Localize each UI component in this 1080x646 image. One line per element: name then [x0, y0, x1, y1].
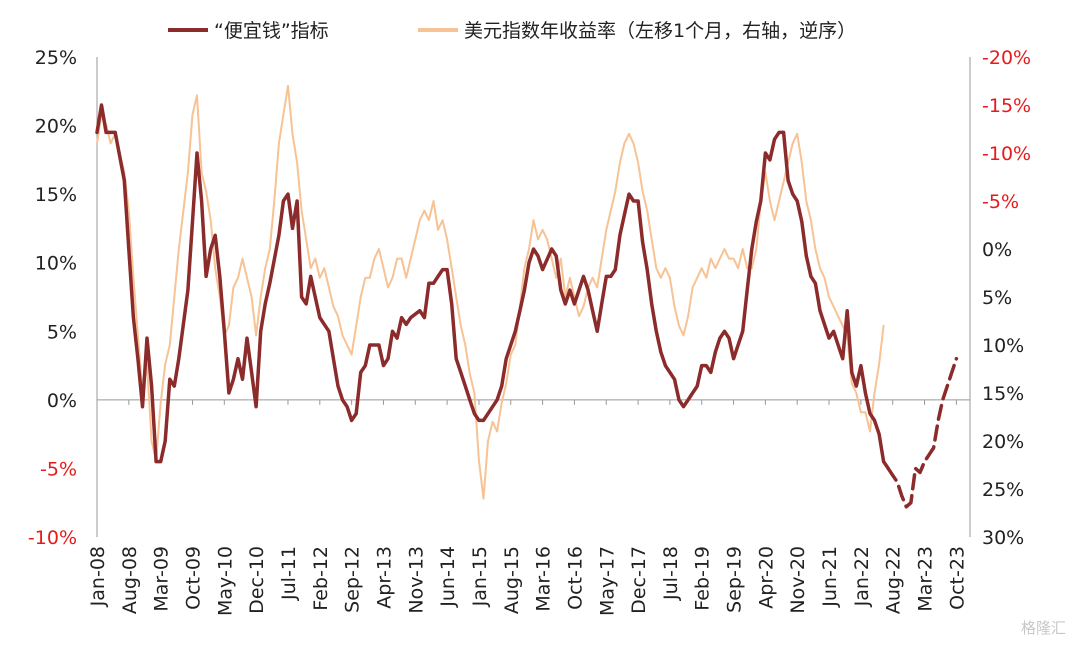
- legend-label: 美元指数年收益率（左移1个月，右轴，逆序）: [464, 20, 856, 42]
- x-tick-label: Mar-09: [151, 546, 173, 612]
- x-tick-label: Aug-08: [119, 546, 141, 614]
- cheap-money-forecast-line: [886, 356, 959, 509]
- y-right-tick-label: 5%: [982, 287, 1012, 309]
- x-tick-label: Jan-15: [469, 546, 491, 607]
- x-tick-label: May-10: [214, 546, 236, 616]
- x-tick-label: Aug-15: [501, 546, 523, 614]
- y-left-tick-label: 15%: [35, 184, 77, 206]
- y-right-tick-label: 30%: [982, 527, 1024, 549]
- x-tick-label: Oct-16: [564, 546, 586, 610]
- y-left-tick-label: -10%: [28, 527, 77, 549]
- x-tick-label: Oct-23: [946, 546, 968, 610]
- x-tick-label: Jan-22: [851, 546, 873, 607]
- x-tick-label: Apr-20: [755, 546, 777, 609]
- legend: “便宜钱”指标 美元指数年收益率（左移1个月，右轴，逆序）: [168, 20, 856, 42]
- x-tick-label: Apr-13: [373, 546, 395, 609]
- x-tick-label: Mar-16: [533, 546, 555, 612]
- y-right-tick-label: 0%: [982, 239, 1012, 261]
- x-tick-label: May-17: [596, 546, 618, 616]
- axes: [96, 57, 971, 537]
- x-tick-label: Dec-10: [246, 546, 268, 614]
- y-right-tick-label: -5%: [982, 191, 1019, 213]
- y-right-tick-label: -15%: [982, 95, 1031, 117]
- y-left-tick-label: 10%: [35, 253, 77, 275]
- y-left-tick-label: 5%: [47, 321, 77, 343]
- x-tick-label: Mar-23: [915, 546, 937, 612]
- x-tick-label: Jan-08: [87, 546, 109, 607]
- tick-labels: 25% 20% 15% 10% 5% 0% -5% -10% -20% -15% -10% -5% 0%…: [28, 47, 1031, 616]
- x-tick-label: Jul-11: [278, 546, 300, 601]
- y-right-tick-label: -10%: [982, 143, 1031, 165]
- y-left-tick-label: 20%: [35, 116, 77, 138]
- usd-index-series-line: [96, 84, 885, 500]
- y-right-tick-label: 15%: [982, 383, 1024, 405]
- x-tick-label: Aug-22: [883, 546, 905, 614]
- cheap-money-series-line: [95, 103, 890, 471]
- watermark-logo: 格隆汇: [1020, 619, 1066, 637]
- y-right-tick-label: 10%: [982, 335, 1024, 357]
- x-tick-label: Oct-09: [182, 546, 204, 610]
- y-right-tick-label: -20%: [982, 47, 1031, 69]
- x-tick-label: Jul-18: [660, 546, 682, 601]
- x-tick-label: Feb-12: [310, 546, 332, 611]
- legend-label: “便宜钱”指标: [214, 20, 329, 42]
- x-tick-label: Feb-19: [692, 546, 714, 611]
- x-tick-label: Dec-17: [628, 546, 650, 614]
- series-layer: [95, 84, 959, 509]
- y-right-tick-label: 20%: [982, 431, 1024, 453]
- y-left-tick-label: -5%: [40, 458, 77, 480]
- x-tick-label: Sep-12: [342, 546, 364, 613]
- y-left-tick-label: 0%: [47, 390, 77, 412]
- x-tick-label: Jun-21: [819, 546, 841, 608]
- y-left-tick-label: 25%: [35, 47, 77, 69]
- x-tick-label: Nov-20: [787, 546, 809, 614]
- y-right-tick-label: 25%: [982, 479, 1024, 501]
- x-tick-label: Sep-19: [724, 546, 746, 613]
- x-tick-label: Jun-14: [437, 546, 459, 608]
- x-tick-label: Nov-13: [405, 546, 427, 614]
